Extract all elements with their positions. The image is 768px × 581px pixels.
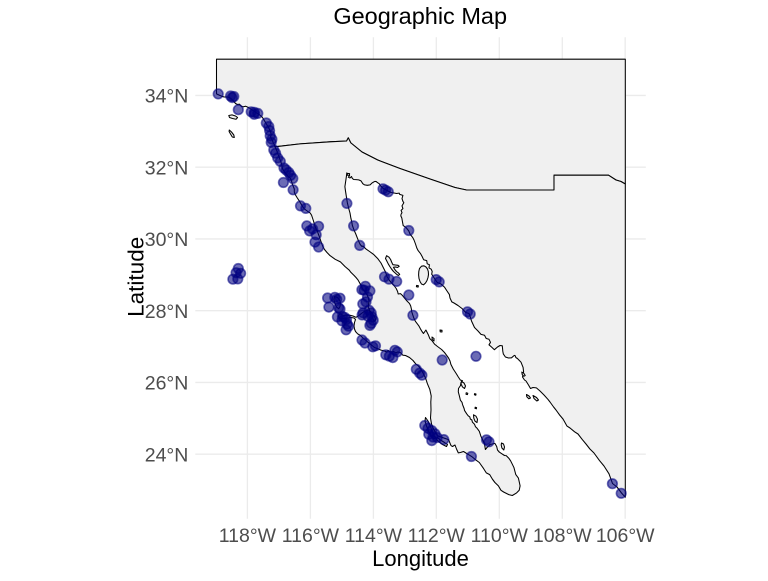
svg-text:32°N: 32°N bbox=[145, 157, 189, 179]
svg-text:26°N: 26°N bbox=[145, 373, 189, 395]
svg-text:108°W: 108°W bbox=[533, 525, 592, 547]
svg-text:Latitude: Latitude bbox=[124, 237, 149, 317]
svg-text:Geographic Map: Geographic Map bbox=[333, 3, 507, 29]
svg-text:24°N: 24°N bbox=[145, 444, 189, 466]
svg-text:106°W: 106°W bbox=[596, 525, 655, 547]
svg-text:Longitude: Longitude bbox=[372, 546, 469, 571]
svg-text:110°W: 110°W bbox=[471, 525, 529, 547]
svg-text:28°N: 28°N bbox=[145, 301, 189, 323]
svg-text:34°N: 34°N bbox=[145, 86, 189, 108]
svg-text:114°W: 114°W bbox=[345, 525, 403, 547]
svg-text:30°N: 30°N bbox=[145, 229, 189, 251]
svg-text:112°W: 112°W bbox=[408, 525, 466, 547]
svg-text:118°W: 118°W bbox=[219, 525, 277, 547]
svg-text:116°W: 116°W bbox=[282, 525, 340, 547]
